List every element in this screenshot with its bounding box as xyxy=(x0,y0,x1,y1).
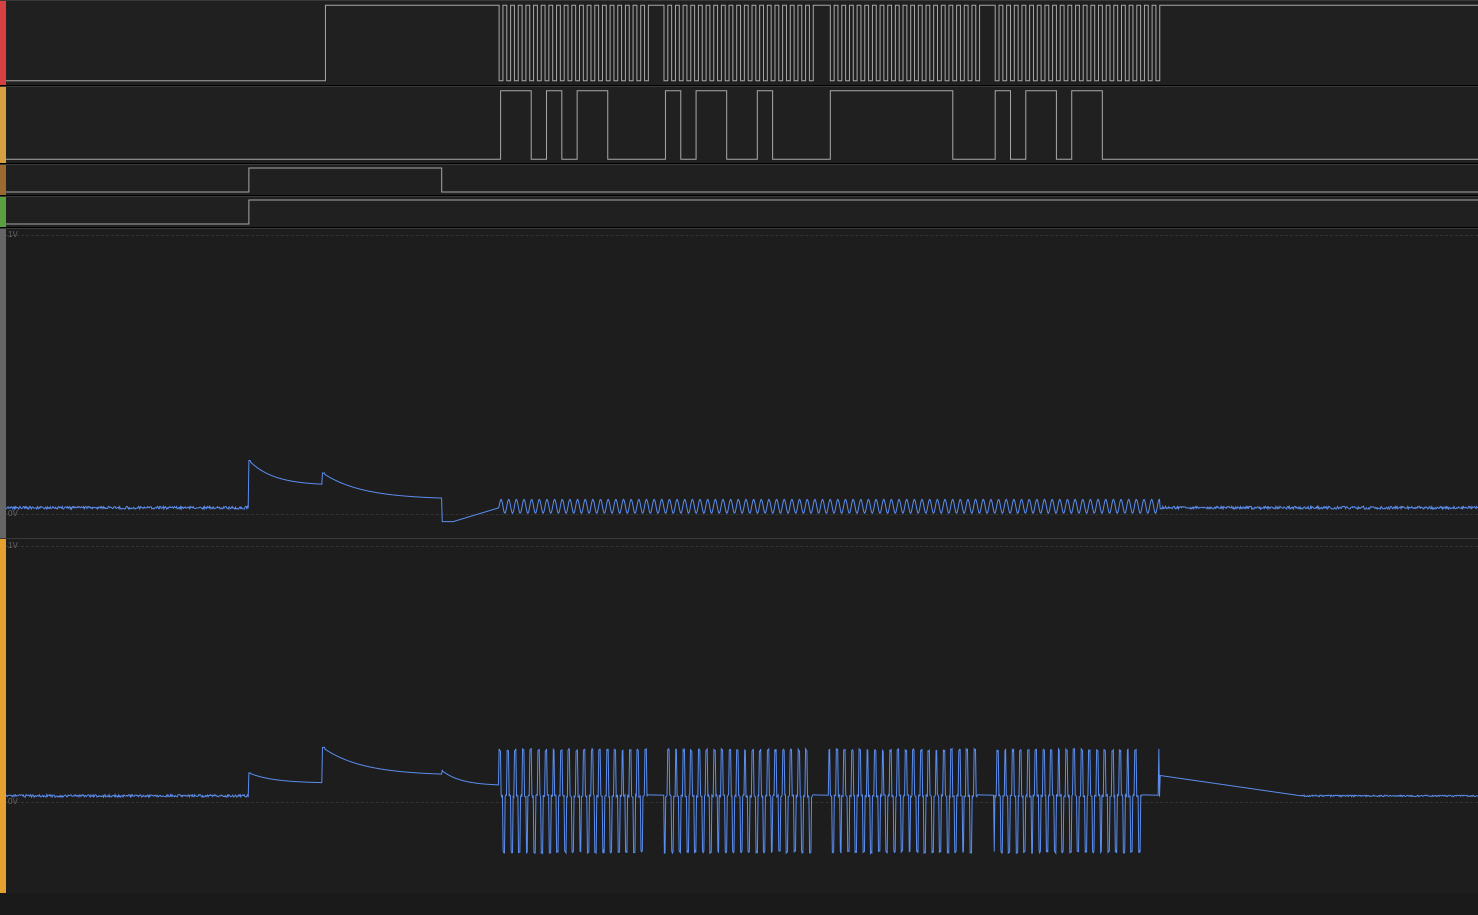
analog-waveform-area[interactable]: 1V0V xyxy=(6,539,1478,893)
analog-channel-a0[interactable]: 1V0V xyxy=(0,228,1478,538)
signal-viewer[interactable]: 1V0V1V0V xyxy=(0,0,1478,915)
digital-channel-d1[interactable] xyxy=(0,86,1478,164)
digital-waveform-area[interactable] xyxy=(6,87,1478,163)
digital-channel-d3[interactable] xyxy=(0,196,1478,228)
digital-channel-d2[interactable] xyxy=(0,164,1478,196)
digital-channel-d0[interactable] xyxy=(0,0,1478,86)
analog-channel-a1[interactable]: 1V0V xyxy=(0,538,1478,893)
digital-waveform-area[interactable] xyxy=(6,165,1478,195)
digital-waveform-area[interactable] xyxy=(6,1,1478,85)
digital-waveform-area[interactable] xyxy=(6,197,1478,227)
analog-waveform-area[interactable]: 1V0V xyxy=(6,229,1478,538)
